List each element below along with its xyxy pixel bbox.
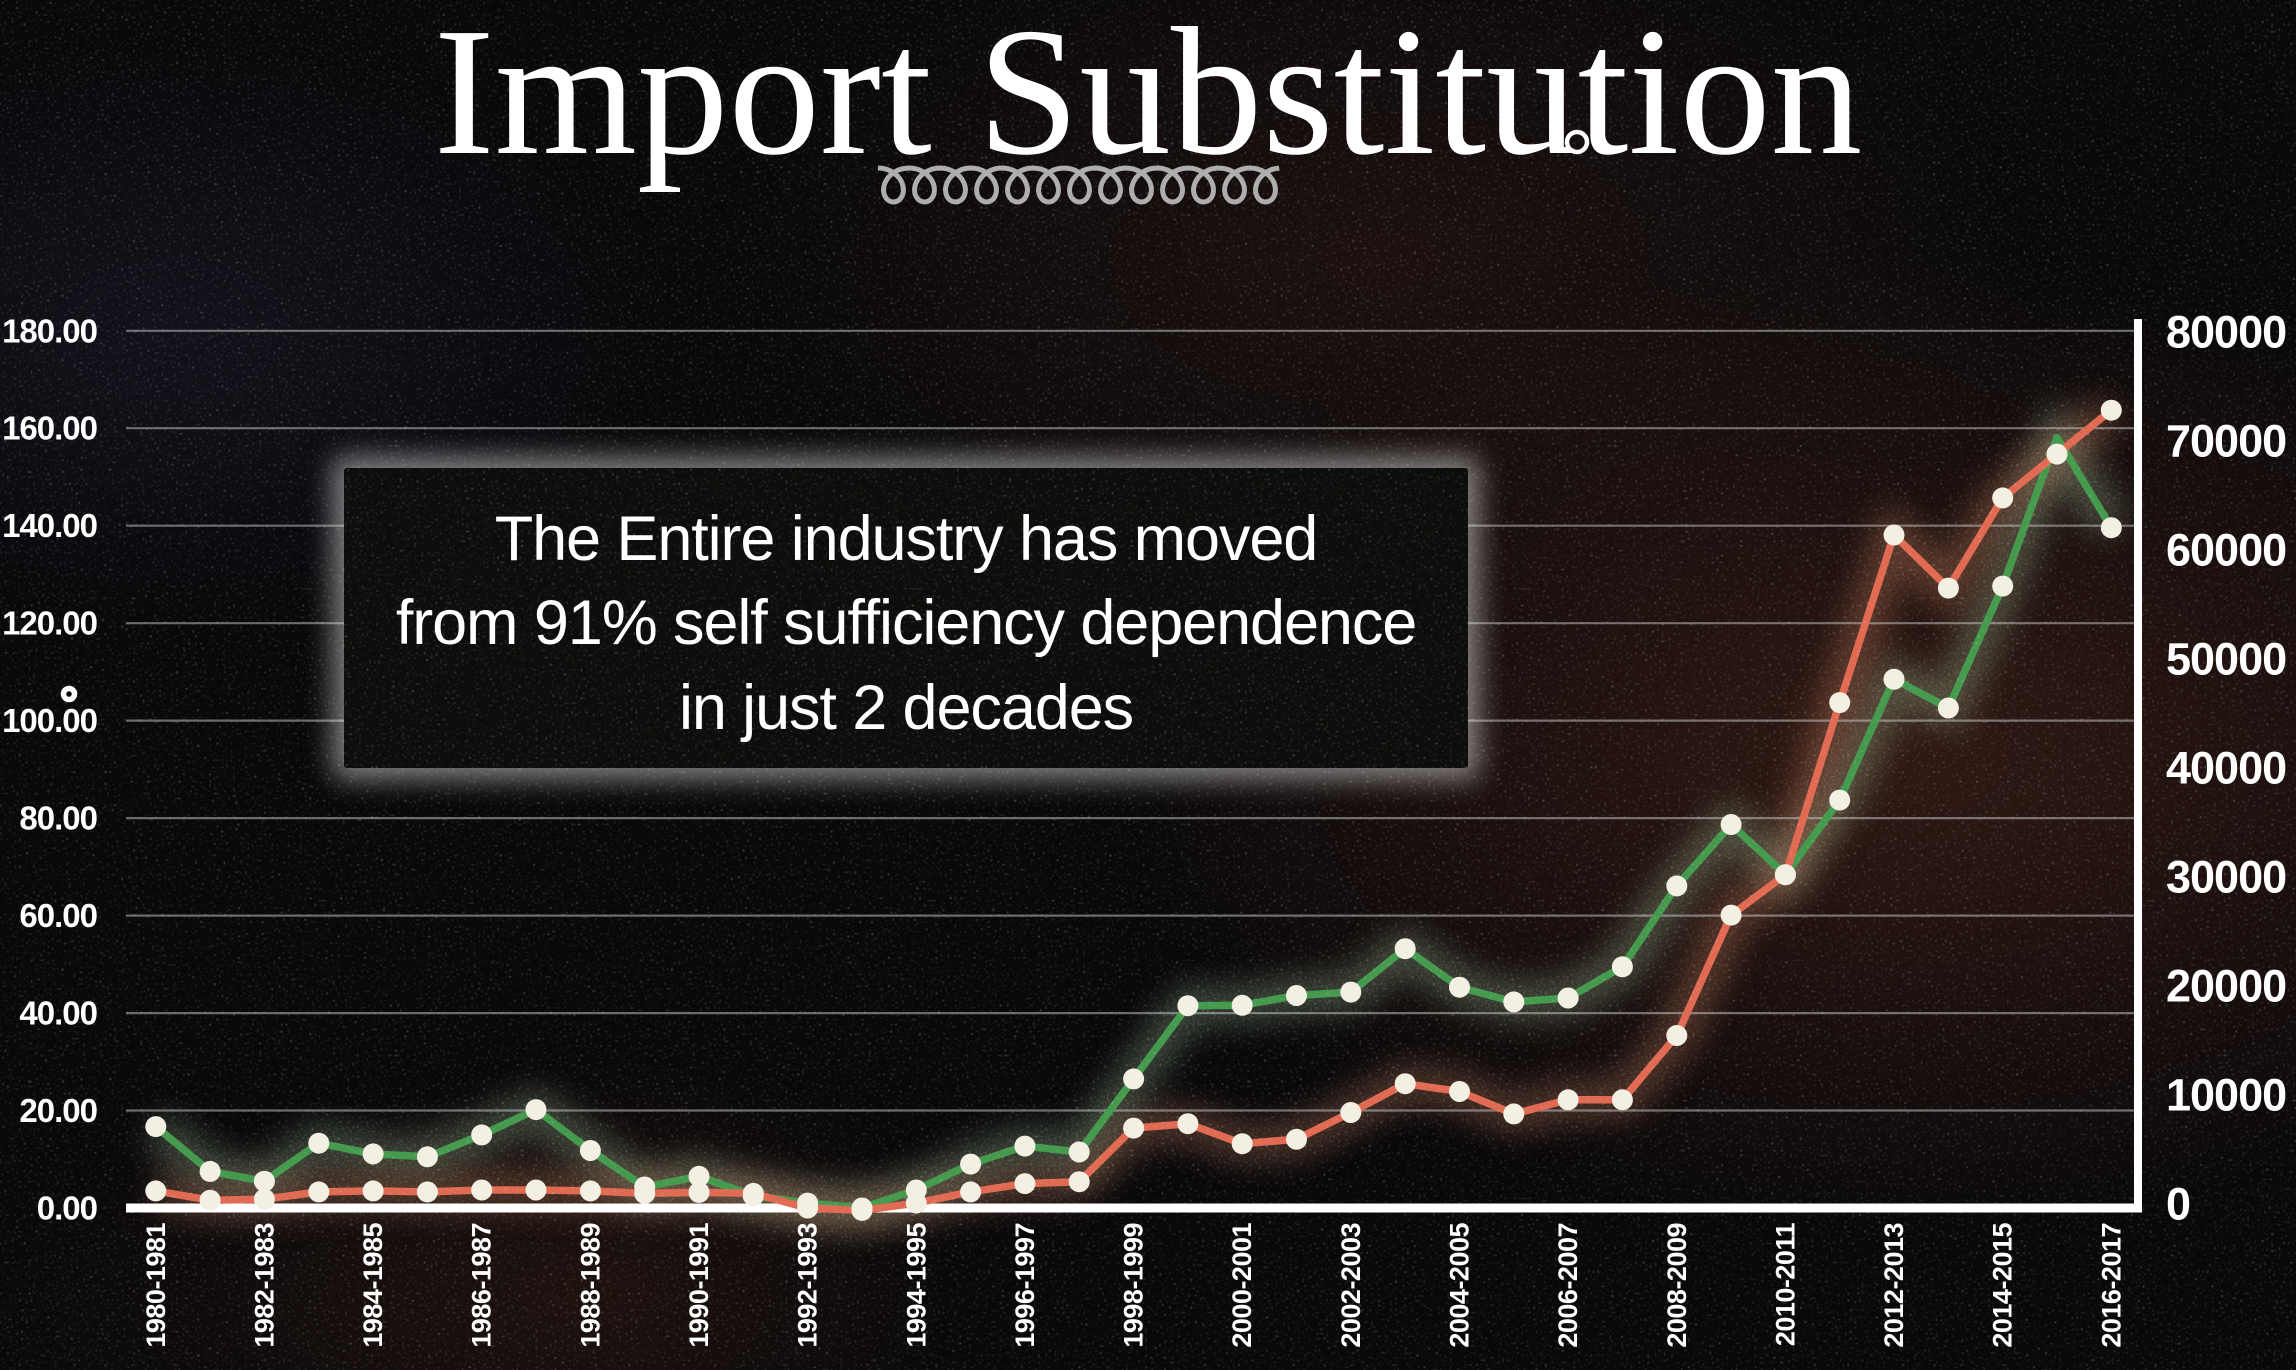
svg-text:2002-2003: 2002-2003	[1336, 1223, 1366, 1348]
svg-text:1998-1999: 1998-1999	[1119, 1223, 1149, 1348]
svg-text:40000: 40000	[2166, 743, 2286, 794]
svg-text:50000: 50000	[2166, 634, 2286, 685]
svg-text:0: 0	[2166, 1179, 2190, 1230]
svg-text:80000: 80000	[2166, 307, 2286, 358]
svg-text:180.00: 180.00	[2, 312, 97, 349]
svg-text:2010-2011: 2010-2011	[1770, 1223, 1800, 1347]
svg-text:2000-2001: 2000-2001	[1227, 1223, 1257, 1348]
svg-text:0.00: 0.00	[37, 1190, 97, 1227]
svg-text:40.00: 40.00	[19, 995, 97, 1032]
svg-text:1980-1981: 1980-1981	[141, 1223, 171, 1348]
svg-text:1990-1991: 1990-1991	[684, 1223, 714, 1348]
svg-text:2014-2015: 2014-2015	[1988, 1223, 2018, 1348]
svg-text:1994-1995: 1994-1995	[901, 1223, 931, 1348]
svg-text:20.00: 20.00	[19, 1092, 97, 1129]
svg-text:60.00: 60.00	[19, 897, 97, 934]
svg-text:2012-2013: 2012-2013	[1879, 1223, 1909, 1348]
svg-text:2004-2005: 2004-2005	[1445, 1223, 1475, 1348]
svg-text:1996-1997: 1996-1997	[1010, 1223, 1040, 1348]
svg-text:1984-1985: 1984-1985	[358, 1223, 388, 1348]
svg-text:60000: 60000	[2166, 525, 2286, 576]
svg-text:1988-1989: 1988-1989	[575, 1223, 605, 1348]
svg-text:1982-1983: 1982-1983	[249, 1223, 279, 1348]
svg-text:140.00: 140.00	[2, 507, 97, 544]
svg-text:2006-2007: 2006-2007	[1553, 1223, 1583, 1348]
svg-text:20000: 20000	[2166, 961, 2286, 1012]
svg-text:1986-1987: 1986-1987	[467, 1223, 497, 1348]
svg-text:1992-1993: 1992-1993	[793, 1223, 823, 1348]
svg-text:70000: 70000	[2166, 416, 2286, 467]
svg-text:120.00: 120.00	[2, 605, 97, 642]
svg-text:30000: 30000	[2166, 852, 2286, 903]
svg-text:80.00: 80.00	[19, 800, 97, 837]
svg-text:160.00: 160.00	[2, 410, 97, 447]
svg-text:2008-2009: 2008-2009	[1662, 1223, 1692, 1348]
svg-text:10000: 10000	[2166, 1070, 2286, 1121]
svg-text:100.00: 100.00	[2, 702, 97, 739]
svg-text:2016-2017: 2016-2017	[2096, 1223, 2126, 1348]
